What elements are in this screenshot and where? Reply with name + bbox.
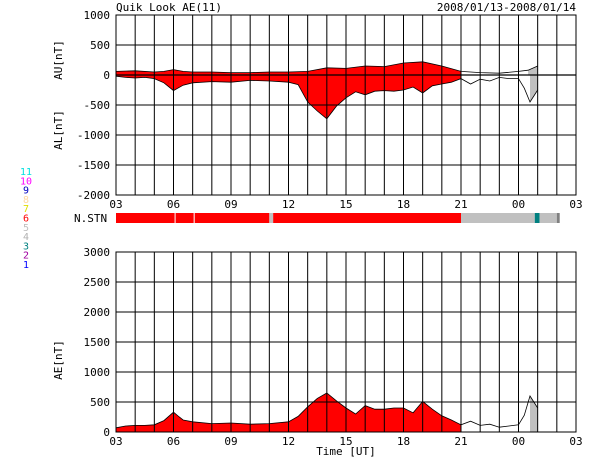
station-bar-label: N.STN [74,212,107,225]
station-bar-segment [116,213,175,223]
station-bar-segment [269,213,274,223]
ae-axis-label: AE[nT] [52,340,65,380]
auAl-outline [115,61,538,74]
station-legend-item: 10 [20,176,32,187]
station-legend-item: 2 [23,251,29,262]
station-count-bar [116,213,560,223]
ae-fill-segment [530,396,538,432]
x-tick-label: 21 [454,435,467,448]
station-legend-item: 3 [23,241,29,252]
y-tick-label: 1000 [84,9,111,22]
station-legend-item: 8 [23,195,29,206]
x-tick-label: 15 [339,198,352,211]
y-tick-label: 3000 [84,246,111,259]
station-bar-segment [461,213,535,223]
x-tick-label: 18 [397,435,410,448]
y-tick-label: 500 [90,39,110,52]
station-bar-segment [194,213,270,223]
y-tick-label: -500 [84,99,111,112]
station-bar-segment [174,213,176,223]
y-tick-label: -1000 [77,129,110,142]
x-tick-label: 18 [397,198,410,211]
y-tick-label: 2000 [84,306,111,319]
y-tick-label: 1500 [84,336,111,349]
station-legend-item: 4 [23,232,29,243]
x-tick-label: 06 [167,435,180,448]
y-tick-label: 0 [103,426,110,439]
x-tick-label: 03 [569,198,582,211]
x-axis-label: Time [UT] [316,445,376,458]
y-tick-label: -1500 [77,159,110,172]
auAl-fill-segment [528,66,538,75]
x-tick-label: 03 [569,435,582,448]
station-legend-item: 9 [23,186,29,197]
station-bar-segment [193,213,195,223]
x-tick-label: 15 [339,435,352,448]
station-bar-segment [175,213,194,223]
x-tick-label: 21 [454,198,467,211]
au-axis-label: AU[nT] [52,40,65,80]
x-tick-label: 12 [282,435,295,448]
y-tick-label: -2000 [77,189,110,202]
auAl-fill-segment [116,75,461,119]
station-legend-item: 1 [23,260,29,271]
station-bar-segment [534,213,540,223]
y-tick-label: 2500 [84,276,111,289]
al-axis-label: AL[nT] [52,110,65,150]
y-tick-label: 500 [90,396,110,409]
x-tick-label: 09 [224,435,237,448]
ae-fill-segment [116,393,461,432]
x-tick-label: 00 [512,198,525,211]
x-tick-label: 09 [224,198,237,211]
plot-frame [115,251,577,433]
date-range: 2008/01/13-2008/01/14 [437,1,576,14]
y-tick-label: 1000 [84,366,111,379]
station-legend-item: 7 [23,204,29,215]
x-tick-label: 00 [512,435,525,448]
auAl-outline [115,75,539,120]
x-tick-label: 03 [109,198,122,211]
auAl-fill-segment [116,61,461,75]
ae-outline [115,392,539,429]
x-tick-label: 12 [282,198,295,211]
auAl-fill-segment [530,75,538,102]
station-legend-item: 6 [23,214,29,225]
x-tick-label: 06 [167,198,180,211]
station-legend-item: 11 [20,167,32,178]
station-legend-item: 5 [23,223,29,234]
y-tick-label: 0 [103,69,110,82]
station-bar-segment [273,213,461,223]
plot-frame [115,14,577,196]
station-bar-segment [556,213,560,223]
station-bar-segment [539,213,557,223]
chart-title: Quik Look AE(11) [116,1,222,14]
x-tick-label: 03 [109,435,122,448]
